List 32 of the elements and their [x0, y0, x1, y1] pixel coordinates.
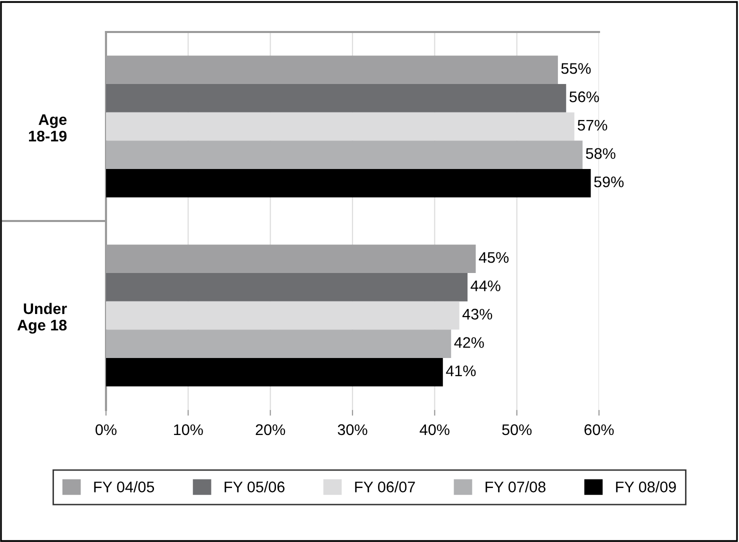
legend-label: FY 06/07 — [355, 481, 415, 492]
bar — [106, 301, 460, 330]
legend-label: FY 04/05 — [94, 481, 154, 492]
y-tick-label: Under Age 18 — [17, 302, 67, 334]
bar — [106, 112, 574, 141]
x-tick-label: 50% — [502, 424, 532, 436]
data-label: 41% — [446, 366, 476, 376]
bar — [106, 330, 452, 358]
bar — [106, 272, 468, 302]
bar — [106, 84, 566, 112]
legend-label: FY 05/06 — [224, 481, 284, 492]
data-label: 55% — [561, 63, 591, 74]
data-label: 43% — [462, 308, 492, 320]
bar — [106, 169, 591, 198]
x-tick-label: 60% — [584, 424, 614, 436]
bar — [106, 140, 583, 170]
x-tick-label: 0% — [96, 424, 116, 436]
x-tick-label: 10% — [174, 424, 203, 436]
data-label: 56% — [570, 91, 599, 102]
legend-label: FY 07/08 — [486, 481, 546, 492]
x-tick-label: 40% — [420, 424, 450, 436]
x-tick-label: 30% — [338, 424, 368, 436]
x-tick-label: 20% — [256, 424, 286, 436]
bar — [106, 358, 443, 386]
y-tick-label: Age 18-19 — [29, 114, 67, 142]
data-label: 44% — [470, 280, 500, 292]
data-label: 45% — [478, 252, 509, 263]
data-label: 58% — [586, 148, 616, 159]
legend-label: FY 08/09 — [616, 481, 676, 492]
data-label: 42% — [454, 337, 484, 348]
data-label: 59% — [594, 176, 624, 188]
data-label: 57% — [578, 120, 608, 131]
